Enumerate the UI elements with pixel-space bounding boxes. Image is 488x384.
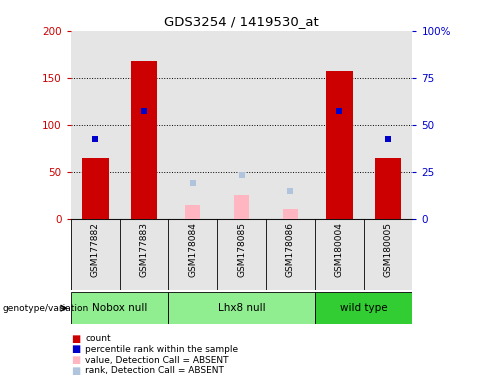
Text: genotype/variation: genotype/variation [2, 304, 89, 313]
Bar [315, 31, 364, 219]
Text: wild type: wild type [340, 303, 387, 313]
Text: count: count [85, 334, 111, 343]
Text: GSM177883: GSM177883 [140, 222, 148, 277]
Bar [266, 31, 315, 219]
Bar [375, 158, 401, 219]
Text: GSM180004: GSM180004 [335, 222, 344, 276]
Bar [168, 219, 217, 290]
Bar [185, 205, 200, 219]
Bar [315, 292, 412, 324]
Text: GSM180005: GSM180005 [384, 222, 392, 277]
Bar [131, 61, 157, 219]
Bar [217, 31, 266, 219]
Text: ■: ■ [71, 355, 80, 365]
Bar [82, 158, 108, 219]
Title: GDS3254 / 1419530_at: GDS3254 / 1419530_at [164, 15, 319, 28]
Bar [315, 219, 364, 290]
Text: percentile rank within the sample: percentile rank within the sample [85, 345, 239, 354]
Bar [120, 31, 168, 219]
Text: Nobox null: Nobox null [92, 303, 147, 313]
Bar [120, 219, 168, 290]
Bar [364, 31, 412, 219]
Bar [168, 31, 217, 219]
Bar [283, 210, 298, 219]
Text: ■: ■ [71, 366, 80, 376]
Bar [217, 219, 266, 290]
Text: value, Detection Call = ABSENT: value, Detection Call = ABSENT [85, 356, 229, 365]
Bar [364, 219, 412, 290]
Bar [71, 31, 120, 219]
Bar [266, 219, 315, 290]
Bar [71, 292, 168, 324]
Bar [168, 292, 315, 324]
Text: GSM177882: GSM177882 [91, 222, 100, 276]
Bar [71, 219, 120, 290]
Bar [234, 195, 249, 219]
Bar [326, 71, 352, 219]
Text: GSM178086: GSM178086 [286, 222, 295, 277]
Text: GSM178085: GSM178085 [237, 222, 246, 277]
Text: rank, Detection Call = ABSENT: rank, Detection Call = ABSENT [85, 366, 224, 376]
Text: ■: ■ [71, 344, 80, 354]
Text: Lhx8 null: Lhx8 null [218, 303, 265, 313]
Text: GSM178084: GSM178084 [188, 222, 197, 276]
Text: ■: ■ [71, 334, 80, 344]
